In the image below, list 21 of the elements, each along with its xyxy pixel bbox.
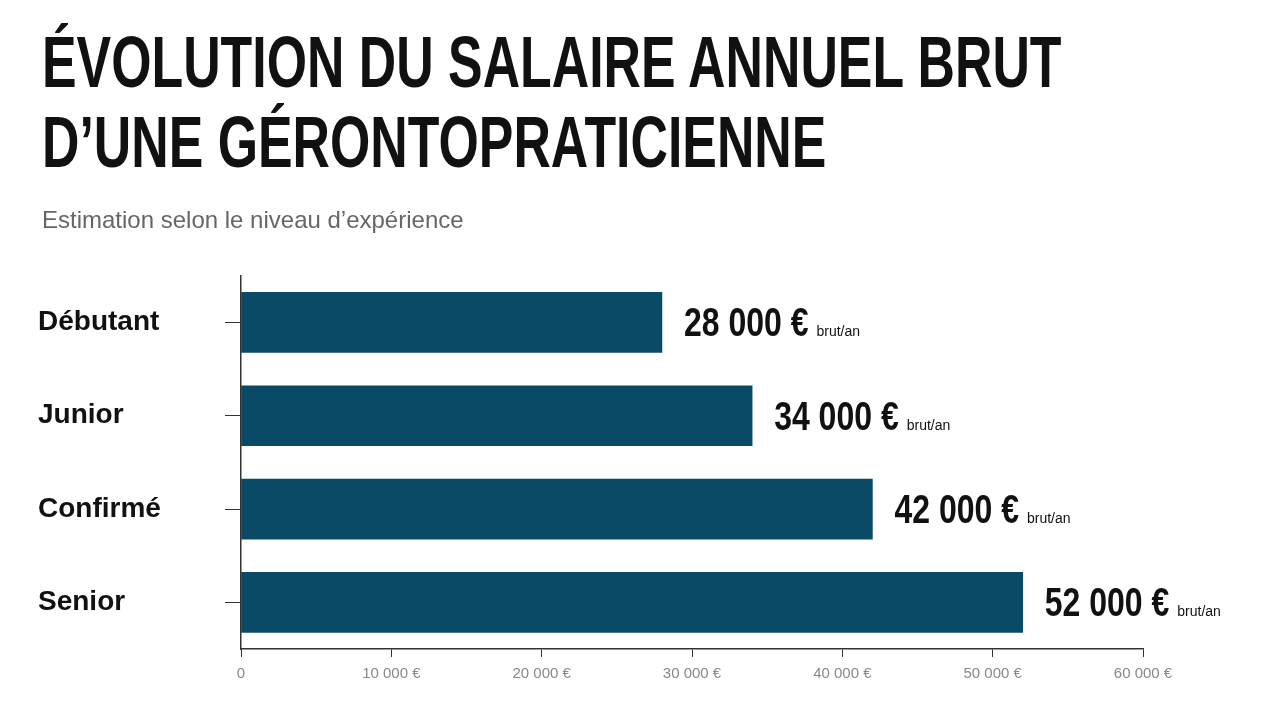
y-tick-label: Junior <box>38 398 124 430</box>
x-tick-label: 40 000 € <box>813 664 873 682</box>
data-label: 28 000 € brut/an <box>683 300 861 346</box>
bar <box>241 385 753 447</box>
bar <box>241 292 663 353</box>
x-tick-label: 50 000 € <box>963 664 1023 682</box>
bar <box>241 478 873 540</box>
data-label: 52 000 € brut/an <box>1044 579 1221 626</box>
x-tick-label: 30 000 € <box>662 664 722 682</box>
x-tick-label: 60 000 € <box>1113 664 1173 682</box>
y-tick-label: Confirmé <box>38 491 161 523</box>
chart-subtitle: Estimation selon le niveau d’expérience <box>42 206 464 234</box>
data-label: 42 000 € brut/an <box>894 486 1071 532</box>
data-label: 34 000 € brut/an <box>774 393 951 439</box>
bar <box>241 572 1024 633</box>
x-tick-label: 0 <box>236 664 246 682</box>
chart-title: ÉVOLUTION DU SALAIRE ANNUEL BRUT D’UNE GÉRONTOPRATICIENNE <box>42 22 1063 182</box>
x-tick-label: 10 000 € <box>362 664 422 682</box>
y-tick-label: Senior <box>38 585 126 617</box>
y-tick-label: Débutant <box>38 305 160 337</box>
x-tick-label: 20 000 € <box>512 664 572 682</box>
